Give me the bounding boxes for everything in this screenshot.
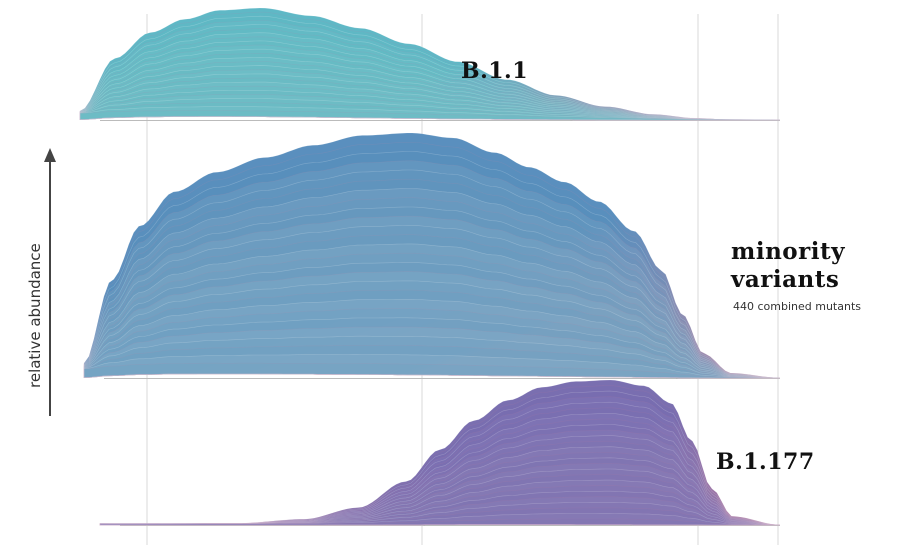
stream-panel-2 <box>99 379 781 526</box>
stream-layer <box>99 474 781 526</box>
stream-layer <box>79 11 780 121</box>
stream-layer <box>79 44 780 121</box>
stream-layer <box>99 463 781 526</box>
stream-layer <box>83 289 781 379</box>
stream-layer <box>79 24 780 121</box>
stream-layer <box>83 262 781 379</box>
stream-layer <box>83 345 781 379</box>
stream-layer <box>79 61 780 121</box>
stream-panels <box>79 7 781 526</box>
panel-label-b11: B.1.1 <box>461 58 529 84</box>
y-axis-arrow <box>44 148 56 416</box>
stream-layer <box>83 243 781 379</box>
panel-subtitle-minority: 440 combined mutants <box>733 300 861 313</box>
stream-layer <box>79 53 780 121</box>
stream-layer <box>79 102 780 121</box>
stream-layer <box>79 81 780 121</box>
stream-layer <box>79 69 780 121</box>
stream-layer <box>99 407 781 526</box>
stream-layer <box>79 90 780 121</box>
stream-panel-1 <box>83 132 781 379</box>
stream-layer <box>99 452 781 526</box>
stream-layer <box>99 396 781 526</box>
stream-layer <box>99 485 781 526</box>
stream-layer <box>83 280 781 379</box>
stream-layer <box>99 413 781 526</box>
stream-layer <box>83 271 781 379</box>
stream-layer <box>83 169 781 379</box>
stream-layer <box>83 252 781 379</box>
stream-layer <box>99 513 780 526</box>
stream-layer <box>79 32 780 121</box>
stream-layer <box>79 98 780 121</box>
stream-layer <box>83 206 781 379</box>
stream-layer <box>79 110 780 121</box>
stream-layer <box>99 490 781 526</box>
stream-layer <box>99 385 781 526</box>
stream-layer <box>83 188 781 379</box>
stream-layer <box>79 106 780 121</box>
stream-layer <box>79 65 780 121</box>
stream-layer <box>99 440 781 526</box>
stream-layer <box>83 132 781 379</box>
stream-layer <box>83 151 781 379</box>
stream-layer <box>99 446 781 526</box>
panel-baselines <box>100 120 780 526</box>
stream-layer <box>99 502 780 526</box>
panel-label-minority: minority variants <box>731 238 845 293</box>
stream-layer <box>83 362 781 379</box>
stream-layer <box>83 299 781 379</box>
stream-layer <box>99 390 781 526</box>
stream-layer <box>83 308 781 379</box>
stream-layer <box>83 225 781 379</box>
y-axis-label: relative abundance <box>26 243 44 388</box>
stream-layer <box>100 379 781 526</box>
stream-layer <box>83 142 781 379</box>
panel-label-b1177: B.1.177 <box>716 449 815 475</box>
stream-layer <box>79 36 780 121</box>
stream-layer <box>83 215 781 379</box>
stream-layer <box>99 401 781 526</box>
stream-layer <box>79 77 780 121</box>
stream-layer <box>83 178 781 379</box>
stream-layer <box>99 418 781 526</box>
stream-layer <box>79 28 780 121</box>
stream-layer <box>99 518 780 526</box>
stream-layer <box>79 40 780 121</box>
stream-layer <box>99 435 781 526</box>
stream-layer <box>79 85 780 121</box>
stream-layer <box>99 429 781 526</box>
stream-layer <box>83 354 781 379</box>
stream-layer <box>83 197 781 379</box>
stream-layer <box>79 7 780 121</box>
stream-layer <box>79 15 780 121</box>
stream-layer <box>83 160 781 379</box>
stream-layer <box>79 73 780 121</box>
stream-layer <box>79 20 780 121</box>
stream-panel-0 <box>79 7 780 121</box>
stream-layer <box>83 317 781 379</box>
stream-layer <box>79 57 780 121</box>
stream-layer <box>83 234 781 379</box>
stream-layer <box>99 507 780 526</box>
stream-layer <box>99 468 781 526</box>
stream-layer <box>99 479 781 526</box>
stream-layer <box>79 94 780 121</box>
stream-layer <box>99 496 781 526</box>
stream-layer <box>99 424 781 526</box>
stream-layer <box>83 326 781 379</box>
stream-layer <box>99 457 781 526</box>
stream-layer <box>79 48 780 121</box>
stream-layer <box>83 335 781 379</box>
